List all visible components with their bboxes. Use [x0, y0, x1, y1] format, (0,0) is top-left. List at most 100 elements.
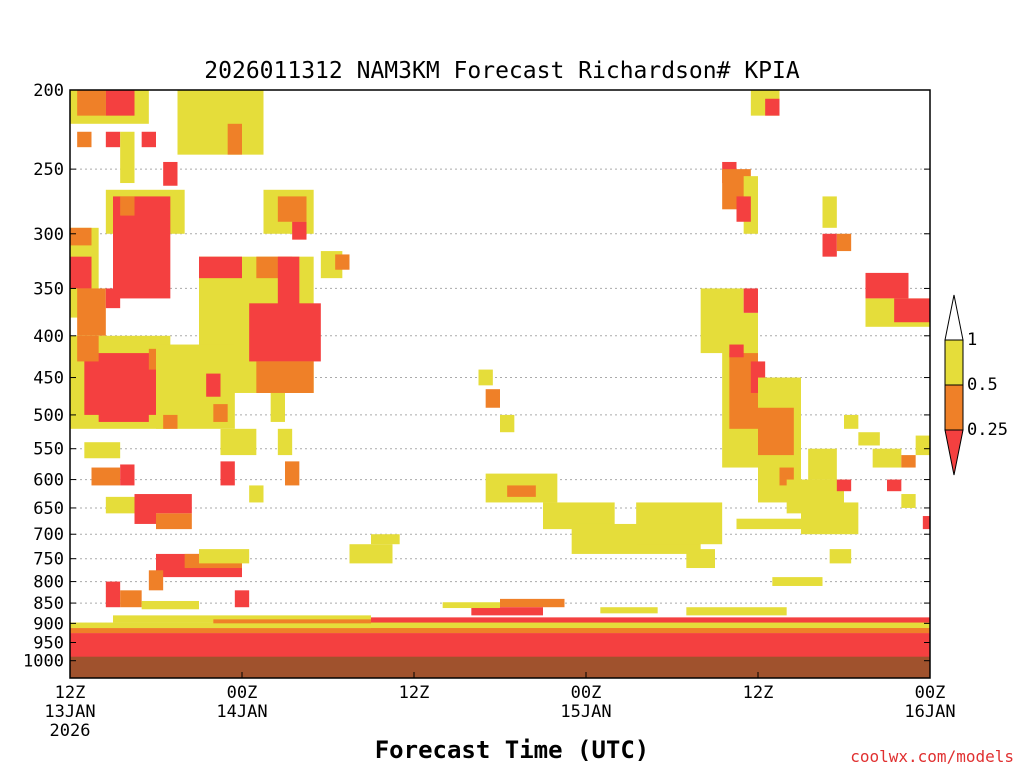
- y-tick-label: 950: [33, 634, 64, 654]
- x-tick-label: 12Z: [399, 683, 430, 703]
- legend-swatch-0.25-0.5: [944, 384, 964, 431]
- x-tick-label: 00Z: [571, 683, 602, 703]
- ri-cell: [120, 590, 142, 608]
- ri-cell: [70, 256, 92, 289]
- ri-cell: [349, 544, 393, 564]
- ri-cell: [213, 404, 228, 422]
- ri-cell: [743, 288, 758, 313]
- richardson-number-fill: [70, 90, 930, 658]
- y-tick-label: 850: [33, 594, 64, 614]
- ri-cell: [686, 607, 787, 616]
- ri-cell: [77, 131, 92, 148]
- ri-cell: [600, 607, 658, 614]
- ri-cell: [70, 628, 930, 634]
- ri-cell: [134, 494, 156, 524]
- ri-cell: [858, 432, 880, 446]
- ri-cell: [292, 221, 307, 240]
- x-tick-label: 12Z: [743, 683, 774, 703]
- y-tick-label: 400: [33, 327, 64, 347]
- ri-cell: [256, 361, 314, 393]
- ri-cell: [836, 479, 852, 492]
- x-tick-label: 15JAN: [560, 702, 611, 722]
- ri-cell: [729, 344, 744, 358]
- ri-cell: [227, 123, 242, 155]
- legend-swatch-above-1: [944, 294, 964, 341]
- legend-swatch-below-0.25: [944, 429, 964, 476]
- ri-cell: [141, 600, 199, 610]
- ri-cell: [91, 467, 121, 486]
- y-tick-label: 200: [33, 81, 64, 101]
- ri-cell: [220, 428, 257, 456]
- ri-cell: [736, 196, 751, 222]
- ri-cell: [285, 461, 300, 486]
- ri-cell: [922, 516, 930, 530]
- ri-cell: [901, 455, 916, 468]
- ri-cell: [915, 435, 930, 456]
- ri-cell: [442, 602, 500, 609]
- ri-cell: [177, 90, 264, 155]
- ri-cell: [270, 392, 285, 422]
- ri-cell: [77, 90, 106, 116]
- y-tick-label: 900: [33, 614, 64, 634]
- ri-cell: [736, 518, 801, 530]
- ri-cell: [77, 335, 99, 362]
- ri-cell: [120, 131, 135, 184]
- ri-cell: [887, 479, 902, 492]
- y-tick-label: 350: [33, 279, 64, 299]
- ri-cell: [148, 570, 164, 591]
- y-tick-label: 750: [33, 550, 64, 570]
- ri-cell: [686, 549, 715, 569]
- ri-cell: [249, 485, 264, 503]
- ri-cell: [113, 615, 371, 623]
- x-tick-label: 16JAN: [904, 702, 955, 722]
- ri-cell: [829, 549, 852, 564]
- credit-text: coolwx.com/models: [850, 747, 1014, 766]
- ri-cell: [371, 534, 400, 545]
- y-axis-ticks: 200 250 300 350 400 450 500 550 600 650 700 750 8008…: [23, 81, 930, 672]
- y-tick-label: 650: [33, 499, 64, 519]
- ri-cell: [507, 485, 536, 497]
- x-tick-label: 00Z: [915, 683, 946, 703]
- ri-cell: [478, 369, 493, 386]
- chart-title: 2026011312 NAM3KM Forecast Richardson# K…: [204, 58, 800, 84]
- ri-cell: [277, 428, 293, 456]
- legend-level-label: 1: [967, 330, 977, 350]
- ri-cell: [765, 98, 780, 116]
- ri-cell: [500, 414, 515, 433]
- ri-cell: [199, 256, 242, 279]
- ri-cell: [163, 414, 178, 429]
- ri-cell: [844, 414, 859, 429]
- ri-cell: [70, 227, 92, 246]
- ri-cell: [199, 549, 250, 564]
- y-tick-label: 600: [33, 471, 64, 491]
- y-tick-label: 300: [33, 225, 64, 245]
- ri-cell: [105, 90, 135, 116]
- ri-cell: [220, 461, 235, 486]
- ri-cell: [105, 288, 121, 309]
- ri-cell: [120, 464, 135, 486]
- ri-cell: [141, 131, 156, 148]
- ri-cell: [865, 272, 909, 299]
- ri-cell: [822, 233, 837, 257]
- y-tick-label: 250: [33, 160, 64, 180]
- ri-cell: [206, 373, 221, 397]
- x-tick-label: 13JAN: [44, 702, 95, 722]
- ri-cell: [277, 196, 307, 222]
- ri-cell: [105, 131, 121, 148]
- ri-cell: [836, 233, 852, 252]
- legend-swatch-0.5-1: [944, 339, 964, 386]
- ri-cell: [772, 577, 823, 586]
- ri-cell: [105, 496, 135, 514]
- legend-level-label: 0.25: [967, 420, 1008, 440]
- ri-cell: [894, 298, 930, 323]
- ri-cell: [156, 494, 192, 514]
- ri-cell: [822, 196, 837, 228]
- ri-cell: [77, 288, 106, 336]
- ri-cell: [808, 448, 837, 480]
- ri-cell: [335, 254, 350, 270]
- x-tick-label: 00Z: [227, 683, 258, 703]
- plot-frame: [69, 89, 931, 679]
- ri-cell: [901, 494, 916, 508]
- ri-cell: [163, 161, 178, 186]
- x-tick-label: 14JAN: [216, 702, 267, 722]
